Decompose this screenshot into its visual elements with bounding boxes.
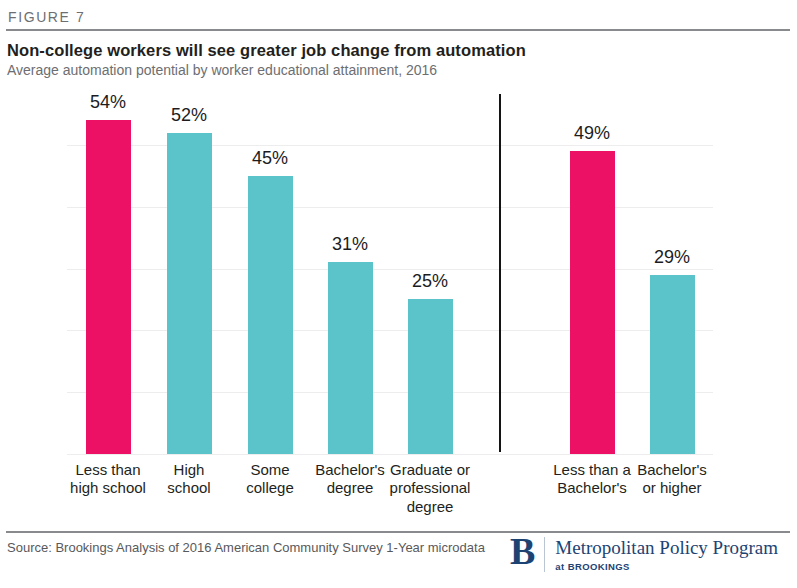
footer-rule	[6, 531, 790, 533]
bar-bachelor-s-degree	[328, 262, 373, 454]
gridline-30	[67, 269, 713, 270]
bar-some-college	[248, 176, 293, 454]
bar-chart: 54%Less thanhigh school52%Highschool45%S…	[0, 90, 797, 531]
bar-value-label-bachelor-s-degree: 31%	[308, 234, 392, 255]
gridline-20	[67, 330, 713, 331]
gridline-50	[67, 145, 713, 146]
gridline-10	[67, 392, 713, 393]
bar-value-label-less-than-a-bachelor-s: 49%	[550, 123, 634, 144]
gridline-0	[67, 454, 713, 455]
bar-category-label-bachelor-s-or-higher: Bachelor'sor higher	[614, 461, 730, 498]
group-divider-line	[499, 94, 501, 452]
logo-tagline: at BROOKINGS	[555, 561, 778, 572]
header-rule	[6, 29, 790, 31]
gridline-40	[67, 207, 713, 208]
brookings-b-monogram: B	[510, 536, 535, 567]
logo-program-name: Metropolitan Policy Program	[555, 537, 778, 559]
bar-value-label-graduate-or-professional-degree: 25%	[388, 271, 472, 292]
source-note: Source: Brookings Analysis of 2016 Ameri…	[7, 540, 485, 555]
bar-category-label-graduate-or-professional-degree: Graduate orprofessionaldegree	[372, 461, 488, 516]
bar-value-label-bachelor-s-or-higher: 29%	[630, 247, 714, 268]
bar-value-label-high-school: 52%	[147, 105, 231, 126]
bar-value-label-some-college: 45%	[228, 148, 312, 169]
chart-title: Non-college workers will see greater job…	[7, 41, 526, 60]
bar-less-than-a-bachelor-s	[570, 151, 615, 454]
figure-label: FIGURE 7	[8, 9, 85, 25]
logo-text: Metropolitan Policy Program at BROOKINGS	[555, 536, 778, 572]
bar-value-label-less-than-high-school: 54%	[66, 92, 150, 113]
bar-graduate-or-professional-degree	[408, 299, 453, 454]
figure-page: FIGURE 7 Non-college workers will see gr…	[0, 0, 797, 588]
bar-high-school	[167, 133, 212, 454]
brookings-logo: B Metropolitan Policy Program at BROOKIN…	[510, 536, 778, 572]
chart-subtitle: Average automation potential by worker e…	[7, 62, 437, 78]
bar-less-than-high-school	[86, 120, 131, 454]
logo-separator	[544, 537, 545, 572]
bar-bachelor-s-or-higher	[650, 275, 695, 454]
